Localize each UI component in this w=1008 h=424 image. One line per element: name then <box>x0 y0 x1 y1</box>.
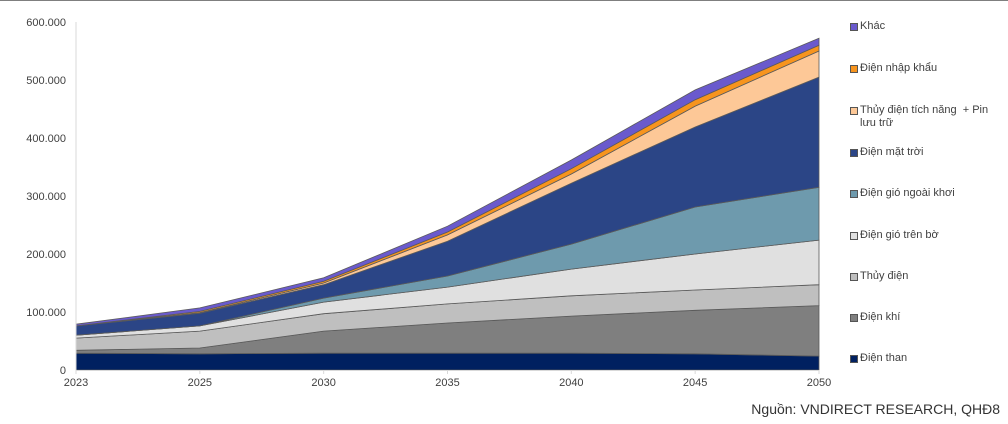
legend-item: Điện gió trên bờ <box>850 229 1000 242</box>
y-tick-label: 400.000 <box>26 133 66 145</box>
legend-item: Thủy điện tích năng + Pin lưu trữ <box>850 104 1000 130</box>
areas-group <box>75 37 820 371</box>
source-note: Nguồn: VNDIRECT RESEARCH, QHĐ8 <box>751 401 1000 417</box>
legend-swatch <box>850 65 858 73</box>
legend-label: Điện gió ngoài khơi <box>860 187 955 199</box>
legend-label: Điện nhập khẩu <box>860 62 938 74</box>
legend-label: Thủy điện <box>860 270 909 282</box>
legend-label: Điện mặt trời <box>860 146 924 158</box>
y-tick-label: 600.000 <box>26 17 66 29</box>
legend-label: Điện khí <box>860 311 901 323</box>
x-tick-label: 2045 <box>683 377 707 389</box>
axes-group: 0 100.000 200.000 300.000 400.000 500.000 600.… <box>26 17 831 389</box>
y-tick-label: 200.000 <box>26 249 66 261</box>
legend-swatch <box>850 232 858 240</box>
x-tick-label: 2030 <box>311 377 335 389</box>
legend-swatch <box>850 355 858 363</box>
legend-item: Khác <box>850 20 1000 33</box>
legend-swatch <box>850 23 858 31</box>
area-series-8 <box>75 37 820 327</box>
legend-swatch <box>850 314 858 322</box>
legend-item: Thủy điện <box>850 270 1000 283</box>
legend-swatch <box>850 107 858 115</box>
legend-swatch <box>850 273 858 281</box>
x-tick-label: 2050 <box>807 377 831 389</box>
legend-label: Điện than <box>860 352 908 364</box>
legend-item: Điện khí <box>850 311 1000 324</box>
legend-label: Điện gió trên bờ <box>860 229 939 241</box>
legend-item: Điện than <box>850 352 1000 365</box>
area-series-0 <box>75 352 820 371</box>
x-tick-label: 2040 <box>559 377 583 389</box>
legend-label: Khác <box>860 20 886 32</box>
x-tick-label: 2025 <box>188 377 212 389</box>
y-tick-label: 0 <box>60 365 66 377</box>
legend-item: Điện nhập khẩu <box>850 62 1000 75</box>
legend-item: Điện gió ngoài khơi <box>850 187 1000 200</box>
y-tick-label: 100.000 <box>26 307 66 319</box>
legend-swatch <box>850 149 858 157</box>
y-tick-label: 300.000 <box>26 191 66 203</box>
y-tick-label: 500.000 <box>26 75 66 87</box>
x-tick-label: 2035 <box>435 377 459 389</box>
legend-label: Thủy điện tích năng + Pin lưu trữ <box>860 104 992 129</box>
top-border <box>0 0 1008 1</box>
legend-swatch <box>850 190 858 198</box>
legend-item: Điện mặt trời <box>850 146 1000 159</box>
x-tick-label: 2023 <box>64 377 88 389</box>
